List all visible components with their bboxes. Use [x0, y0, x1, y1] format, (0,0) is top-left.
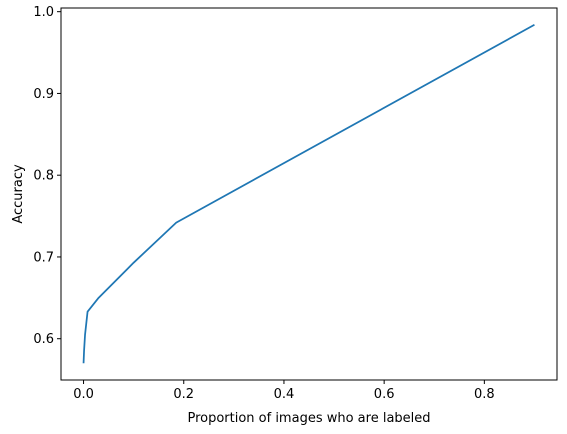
y-tick-label: 0.8: [33, 169, 54, 184]
x-tick-label: 0.0: [73, 387, 94, 402]
y-tick-label: 0.7: [33, 250, 54, 265]
x-tick-label: 0.4: [274, 387, 295, 402]
y-tick-label: 0.9: [33, 87, 54, 102]
y-tick-label: 1.0: [33, 5, 54, 20]
series-layer: [82, 23, 535, 364]
x-tick-label: 0.2: [173, 387, 194, 402]
ticks-layer: 0.0 0.2 0.4 0.6 0.8 0.6 0.7 0.8 0.9 1.0: [33, 5, 494, 402]
y-tick-label: 0.6: [33, 332, 54, 347]
x-axis-label: Proportion of images who are labeled: [187, 411, 430, 426]
x-tick-label: 0.8: [474, 387, 495, 402]
plot-area: [61, 8, 557, 380]
accuracy-line: [82, 23, 535, 364]
plot-frame: [60, 7, 558, 381]
x-tick-label: 0.6: [374, 387, 395, 402]
y-axis-label: Accuracy: [11, 164, 26, 224]
